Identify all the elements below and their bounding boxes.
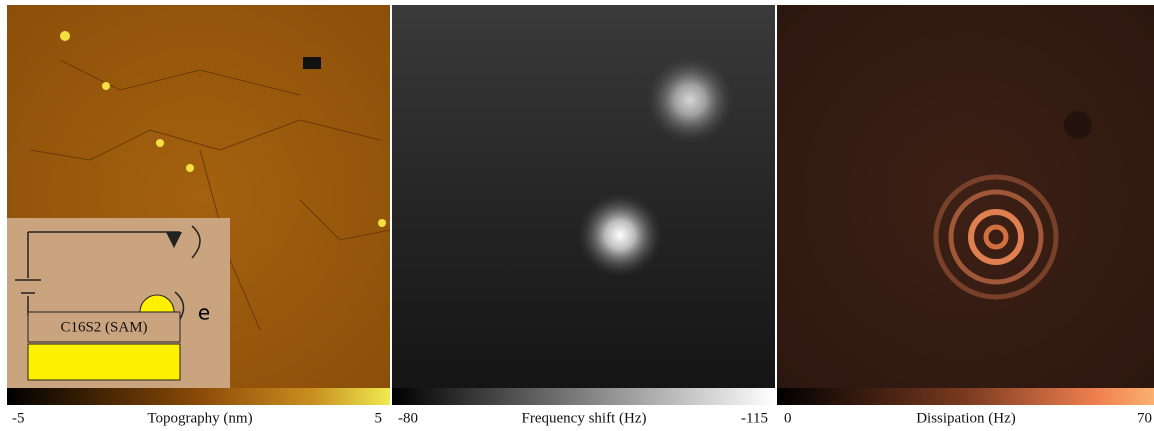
colorbar <box>7 388 390 405</box>
colorbar-label: Dissipation (Hz) <box>916 410 1016 426</box>
colorbar-min: -5 <box>12 410 25 426</box>
colorbar-min: 0 <box>784 410 792 426</box>
colorbar-label: Frequency shift (Hz) <box>522 410 647 426</box>
colorbar-max: 70 <box>1137 410 1152 426</box>
colorbar-max: 5 <box>375 410 383 426</box>
colorbar-min: -80 <box>398 410 418 426</box>
dissipation-image <box>777 5 1154 388</box>
inset-schematic: C16S2 (SAM) e <box>7 218 230 388</box>
colorbar-label: Topography (nm) <box>147 410 252 426</box>
layer-label: C16S2 (SAM) <box>60 319 147 335</box>
figure: C16S2 (SAM) e -5 Topography (nm) 5 -80 F… <box>0 0 1154 431</box>
colorbar <box>392 388 775 405</box>
page: {"panels": [ {"colorbar": {"min": -5, "l… <box>0 0 1154 431</box>
colorbar <box>777 388 1154 405</box>
electron-label: e <box>198 301 210 325</box>
colorbar-max: -115 <box>741 410 768 426</box>
frequency-image <box>392 5 775 388</box>
